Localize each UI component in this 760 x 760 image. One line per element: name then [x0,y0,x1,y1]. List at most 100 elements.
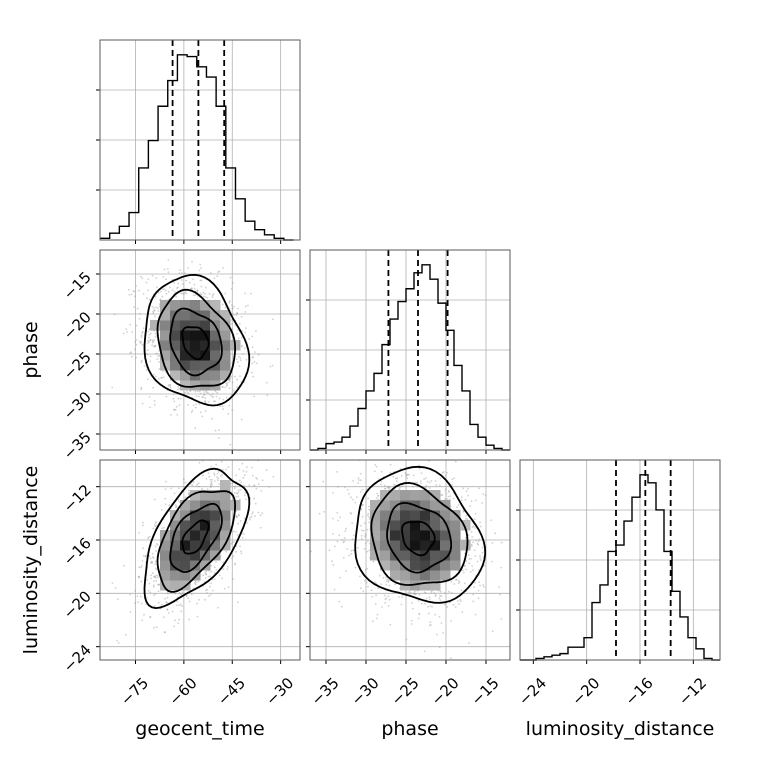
density-cell [220,490,231,501]
sample-point [388,598,391,601]
density-cell [200,510,211,521]
sample-point [178,618,180,621]
sample-point [170,487,173,490]
sample-point [242,353,244,355]
sample-point [457,504,460,506]
sample-point [452,497,455,500]
sample-point [151,339,154,342]
sample-point [236,311,239,314]
sample-point [236,312,239,315]
density-cell [440,530,451,541]
sample-point [332,563,335,566]
sample-point [348,554,350,557]
sample-point [182,478,185,481]
sample-point [202,291,205,294]
sample-point [232,314,235,316]
sample-point [153,585,155,588]
contour-level-0 [181,326,210,361]
sample-point [149,557,152,560]
sample-point [389,623,392,626]
sample-point [218,574,221,577]
sample-point [218,483,220,485]
density-geocent_time-luminosity_distance [96,445,301,664]
sample-point [387,487,390,490]
sample-point [149,535,151,538]
sample-point [199,279,202,282]
sample-point [477,543,480,546]
sample-point [180,610,183,613]
sample-point [401,596,403,598]
density-cell [180,570,191,581]
sample-point [469,570,472,573]
sample-point [152,307,155,309]
sample-point [156,543,159,546]
sample-point [463,510,465,513]
sample-point [127,289,130,291]
sample-point [468,642,470,644]
sample-point [414,593,416,596]
sample-point [149,616,152,618]
density-cell [370,540,381,551]
sample-point [239,323,241,325]
sample-point [218,270,221,273]
sample-point [204,456,206,458]
sample-point [332,491,334,494]
density-cell [400,530,411,541]
sample-point [248,445,250,447]
sample-point [209,575,212,578]
sample-point [439,457,441,459]
sample-point [135,324,138,327]
sample-point [240,345,243,348]
sample-point [158,361,161,363]
sample-point [389,463,392,466]
sample-point [418,613,421,615]
sample-point [233,305,235,308]
density-cell [460,520,471,531]
sample-point [146,353,149,356]
sample-point [367,512,370,515]
sample-point [192,278,194,281]
sample-point [197,455,199,457]
sample-point [189,288,192,290]
sample-point [194,427,197,430]
sample-point [426,480,429,483]
sample-point [136,307,139,310]
sample-point [178,404,181,406]
density-cell [210,370,221,381]
sample-point [438,615,441,618]
sample-point [457,582,460,584]
sample-point [141,565,143,567]
density-cell [210,530,221,541]
sample-point [195,406,197,409]
sample-point [436,633,438,636]
sample-point [150,574,153,577]
sample-point [131,355,133,358]
sample-point [187,404,189,406]
sample-point [384,598,387,601]
sample-point [152,552,154,555]
sample-point [158,583,161,586]
sample-point [500,618,503,620]
sample-point [464,517,467,520]
sample-point [337,519,339,522]
sample-point [174,619,177,622]
sample-point [242,476,245,479]
sample-point [241,336,243,339]
sample-point [399,467,402,470]
sample-point [269,365,272,368]
sample-point [400,475,403,477]
sample-point [355,450,357,452]
sample-point [336,471,338,473]
sample-point [255,487,258,490]
sample-point [140,340,143,343]
sample-point [140,602,143,605]
sample-point [138,531,141,534]
sample-point [440,622,443,624]
sample-point [445,492,448,495]
sample-point [236,534,239,536]
sample-point [168,504,171,507]
sample-point [177,282,180,285]
sample-point [154,522,157,524]
sample-point [476,560,479,563]
density-cell [150,320,161,331]
